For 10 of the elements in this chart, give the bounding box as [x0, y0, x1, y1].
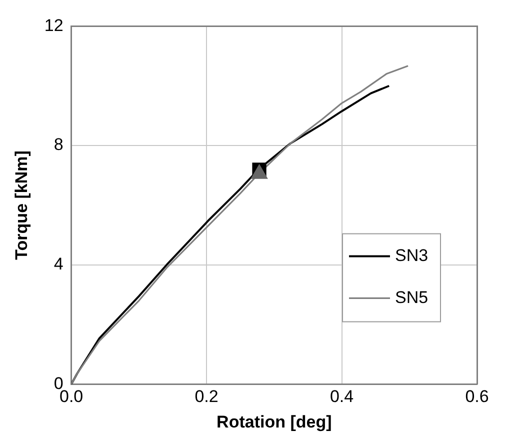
y-tick-label: 12: [44, 16, 64, 35]
legend-label: SN3: [395, 246, 428, 265]
legend-label: SN5: [395, 288, 428, 307]
x-tick-label: 0.4: [330, 387, 354, 406]
y-tick-label: 8: [54, 135, 64, 154]
x-axis-title: Rotation [deg]: [216, 412, 332, 432]
y-axis-title: Torque [kNm]: [12, 150, 31, 260]
x-tick-label: 0.2: [194, 387, 218, 406]
x-tick-label: 0.6: [465, 387, 489, 406]
y-tick-label: 4: [54, 254, 64, 274]
